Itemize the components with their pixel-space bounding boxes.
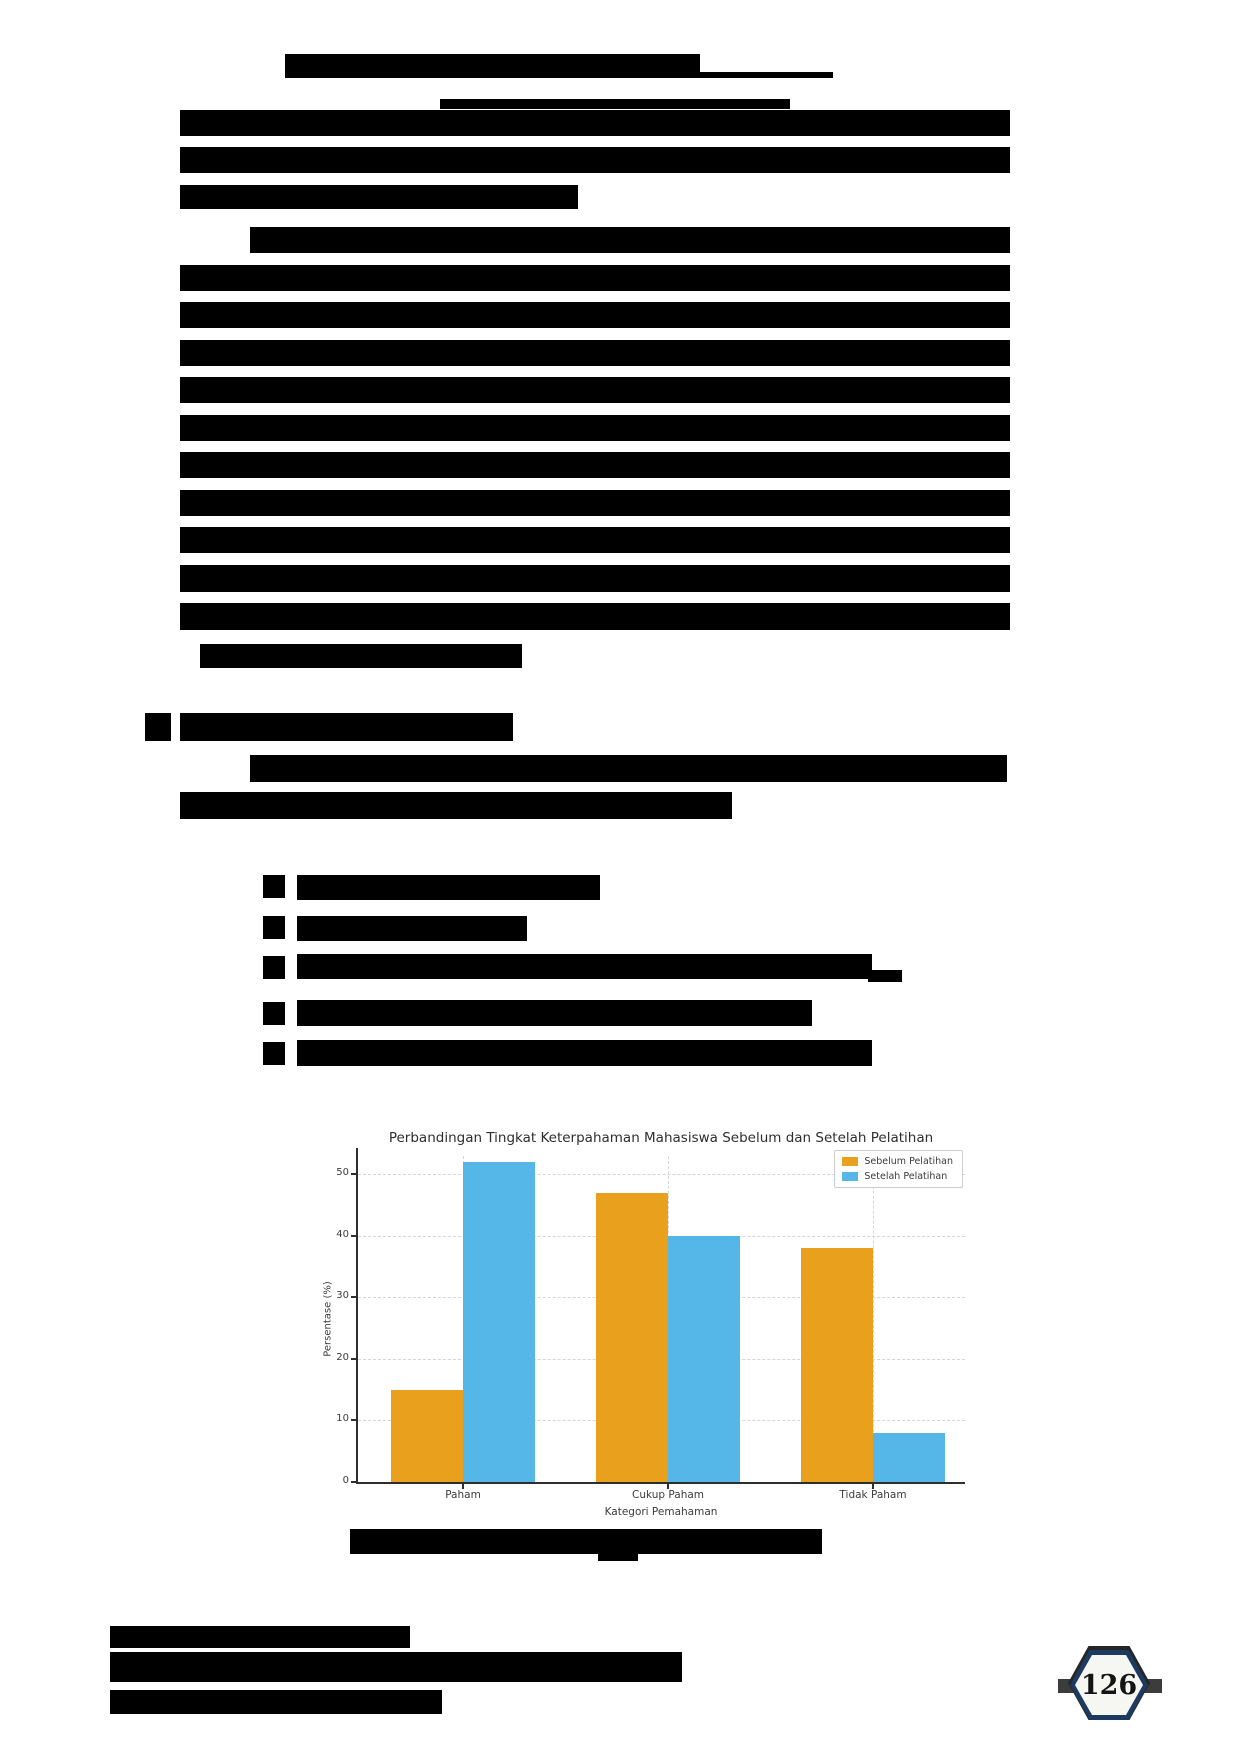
category-label-cukup-paham: Cukup Paham	[631, 1489, 705, 1501]
redacted-body	[180, 302, 1010, 328]
redacted-body	[180, 603, 1010, 630]
redacted-list-marker	[263, 916, 285, 939]
redacted-list-line	[297, 1000, 812, 1026]
bar-setelah-pelatihan-cukup-paham	[668, 1236, 740, 1482]
legend-swatch	[842, 1172, 859, 1181]
bar-setelah-pelatihan-tidak-paham	[873, 1433, 945, 1482]
redacted-caption	[350, 1529, 822, 1554]
ytick-label-40: 40	[336, 1228, 349, 1240]
x-axis-spine	[356, 1482, 965, 1484]
redacted-footer	[110, 1626, 410, 1648]
redacted-list-marker	[263, 1042, 285, 1065]
legend-entry-setelah-pelatihan: Setelah Pelatihan	[842, 1171, 953, 1182]
gridline-tidak-paham	[873, 1156, 874, 1482]
redacted-footer	[110, 1690, 442, 1714]
legend-label: Sebelum Pelatihan	[864, 1156, 953, 1167]
redacted-body	[200, 644, 522, 668]
redacted-list-marker	[263, 1002, 285, 1025]
chart-legend: Sebelum Pelatihan Setelah Pelatihan	[834, 1150, 963, 1188]
bar-sebelum-pelatihan-tidak-paham	[801, 1248, 873, 1482]
redacted-heading-marker	[145, 713, 171, 741]
comparison-bar-chart: Perbandingan Tingkat Keterpahaman Mahasi…	[323, 1130, 965, 1518]
redacted-body	[180, 110, 1010, 136]
ytick-label-10: 10	[336, 1413, 349, 1425]
category-label-paham: Paham	[445, 1489, 481, 1501]
ytick-mark-50	[351, 1173, 356, 1176]
xtick-mark-cukup-paham	[667, 1484, 669, 1489]
category-label-tidak-paham: Tidak Paham	[839, 1489, 907, 1501]
gridline-y50	[358, 1174, 965, 1176]
xtick-mark-tidak-paham	[872, 1484, 874, 1489]
redacted-title	[285, 54, 700, 78]
ytick-label-30: 30	[336, 1290, 349, 1302]
ytick-mark-30	[351, 1296, 356, 1299]
bar-sebelum-pelatihan-cukup-paham	[596, 1193, 668, 1482]
redacted-list-marker	[263, 875, 285, 898]
redacted-body	[180, 452, 1010, 478]
chart-title: Perbandingan Tingkat Keterpahaman Mahasi…	[388, 1130, 934, 1146]
redacted-body	[250, 227, 1010, 253]
redacted-title	[440, 99, 790, 109]
legend-entry-sebelum-pelatihan: Sebelum Pelatihan	[842, 1156, 953, 1167]
ytick-label-0: 0	[342, 1475, 349, 1486]
redacted-body	[180, 265, 1010, 291]
redacted-body	[180, 527, 1010, 553]
legend-swatch	[842, 1157, 859, 1166]
redacted-footer	[110, 1652, 682, 1682]
redacted-heading	[180, 713, 513, 741]
xtick-mark-paham	[462, 1484, 464, 1489]
redacted-caption	[598, 1552, 638, 1561]
redacted-body	[180, 147, 1010, 173]
redacted-list-marker	[263, 956, 285, 979]
page-number-badge: 126	[1058, 1646, 1162, 1726]
bar-setelah-pelatihan-paham	[463, 1162, 535, 1482]
ytick-mark-40	[351, 1234, 356, 1237]
y-axis-label: Persentase (%)	[322, 1281, 334, 1357]
ytick-mark-10	[351, 1419, 356, 1422]
x-axis-label: Kategori Pemahaman	[604, 1506, 718, 1518]
redacted-body	[180, 792, 732, 819]
bar-sebelum-pelatihan-paham	[391, 1390, 463, 1482]
legend-label: Setelah Pelatihan	[864, 1171, 948, 1182]
redacted-body	[180, 377, 1010, 403]
redacted-body	[180, 340, 1010, 366]
y-axis-spine	[356, 1148, 358, 1484]
redacted-list-line	[297, 954, 872, 979]
ytick-label-50: 50	[336, 1167, 349, 1179]
ytick-label-20: 20	[336, 1351, 349, 1363]
ytick-mark-20	[351, 1357, 356, 1360]
redacted-title-underline	[700, 72, 833, 78]
page-number: 126	[1075, 1655, 1143, 1715]
redacted-body	[180, 185, 578, 209]
redacted-list-line	[868, 970, 902, 982]
redacted-body	[180, 415, 1010, 441]
redacted-body	[180, 490, 1010, 516]
ytick-mark-0	[351, 1481, 356, 1483]
redacted-body	[250, 755, 1007, 782]
redacted-list-line	[297, 916, 527, 941]
redacted-list-line	[297, 1040, 872, 1066]
redacted-list-line	[297, 875, 600, 900]
redacted-body	[180, 565, 1010, 592]
